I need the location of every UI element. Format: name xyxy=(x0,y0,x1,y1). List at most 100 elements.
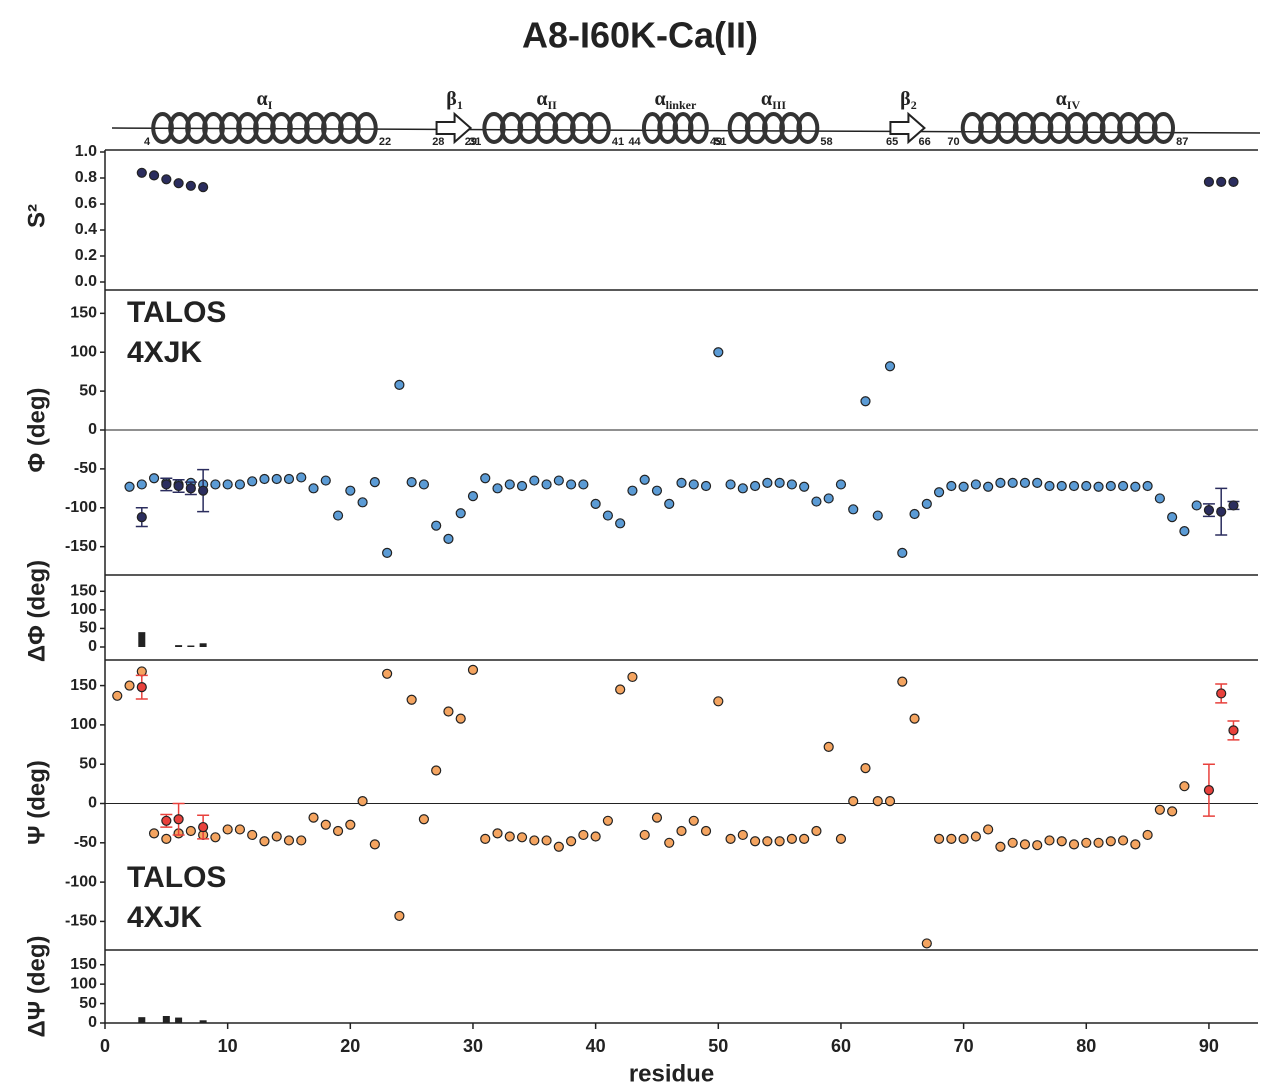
point xyxy=(210,832,221,843)
point xyxy=(259,836,270,847)
bar xyxy=(175,645,183,647)
ss-label: β1 xyxy=(446,88,463,112)
point xyxy=(529,475,540,486)
point xyxy=(983,481,994,492)
point xyxy=(1081,480,1092,492)
ss-symbol: α xyxy=(761,88,772,110)
point xyxy=(1056,836,1067,847)
y-tick-label: 0 xyxy=(88,1014,97,1031)
ss-sub: linker xyxy=(666,98,697,112)
point xyxy=(970,479,981,490)
y-tick-label: 50 xyxy=(79,995,97,1012)
point xyxy=(443,706,454,717)
ss-label: αIII xyxy=(761,88,787,112)
point xyxy=(467,664,479,675)
y-tick-label: -150 xyxy=(65,913,97,930)
point xyxy=(161,479,172,490)
y-tick-label: 0 xyxy=(88,795,97,812)
point xyxy=(480,473,491,484)
point xyxy=(676,477,687,488)
x-tick-label: 30 xyxy=(463,1036,483,1056)
ss-start: 28 xyxy=(432,136,444,148)
point xyxy=(909,713,920,724)
point xyxy=(185,483,196,494)
legend-entry: TALOS xyxy=(127,296,226,329)
point xyxy=(516,480,528,492)
point xyxy=(786,479,797,490)
ss-end: 41 xyxy=(612,136,624,148)
bar xyxy=(138,632,146,647)
helix-turn xyxy=(1151,112,1176,144)
point xyxy=(590,831,601,842)
bar xyxy=(138,1017,146,1023)
point xyxy=(1203,176,1215,187)
y-tick-label: 1.0 xyxy=(75,143,97,160)
point xyxy=(1228,500,1239,511)
point xyxy=(516,832,528,843)
point xyxy=(762,477,773,488)
point xyxy=(774,836,785,847)
point xyxy=(1142,829,1153,841)
point xyxy=(504,831,515,842)
point xyxy=(811,496,822,507)
point xyxy=(1093,481,1104,492)
point xyxy=(774,477,785,488)
point xyxy=(553,841,564,852)
y-tick-label: -100 xyxy=(65,873,97,890)
ss-symbol: α xyxy=(536,88,547,110)
ss-sub: III xyxy=(772,98,786,112)
point xyxy=(1228,725,1239,736)
ss-start: 65 xyxy=(886,136,898,148)
point xyxy=(1019,839,1031,850)
point xyxy=(615,684,626,695)
point xyxy=(958,833,969,844)
point xyxy=(921,498,932,509)
ss-symbol: β xyxy=(900,88,911,110)
point xyxy=(1081,837,1092,848)
point xyxy=(823,741,834,753)
point xyxy=(173,178,184,189)
y-tick-label: 0.4 xyxy=(75,221,97,238)
point xyxy=(418,814,430,825)
point xyxy=(198,182,209,193)
point xyxy=(382,668,393,679)
point xyxy=(369,839,380,850)
point xyxy=(161,833,172,844)
point xyxy=(320,475,331,486)
point xyxy=(590,498,601,509)
point xyxy=(983,824,994,835)
ss-label: β2 xyxy=(900,88,917,112)
point xyxy=(897,676,908,687)
point xyxy=(308,483,319,494)
point xyxy=(1228,176,1239,187)
point xyxy=(1130,839,1141,850)
point xyxy=(676,825,687,837)
point xyxy=(210,479,221,490)
x-tick-label: 0 xyxy=(100,1036,110,1056)
point xyxy=(615,518,626,529)
y-axis-label: ΔΦ (deg) xyxy=(23,560,50,662)
point xyxy=(970,831,981,842)
point xyxy=(357,796,368,807)
legend-entry: 4XJK xyxy=(127,336,202,369)
point xyxy=(713,347,724,358)
ss-end: 22 xyxy=(379,136,391,148)
point xyxy=(161,174,172,185)
point xyxy=(185,180,196,191)
point xyxy=(1007,477,1018,488)
point xyxy=(639,829,650,841)
point xyxy=(357,497,368,508)
helix-turn xyxy=(587,112,611,144)
point xyxy=(1167,806,1178,817)
point xyxy=(1117,480,1129,492)
point xyxy=(1179,526,1190,537)
point xyxy=(161,815,172,826)
helix-turn xyxy=(355,112,378,144)
ss-start: 44 xyxy=(628,136,641,148)
ss-sub: 1 xyxy=(457,98,463,112)
point xyxy=(332,825,344,837)
y-tick-label: 0.0 xyxy=(75,273,97,290)
ss-symbol: α xyxy=(1056,88,1067,110)
point xyxy=(443,533,454,544)
